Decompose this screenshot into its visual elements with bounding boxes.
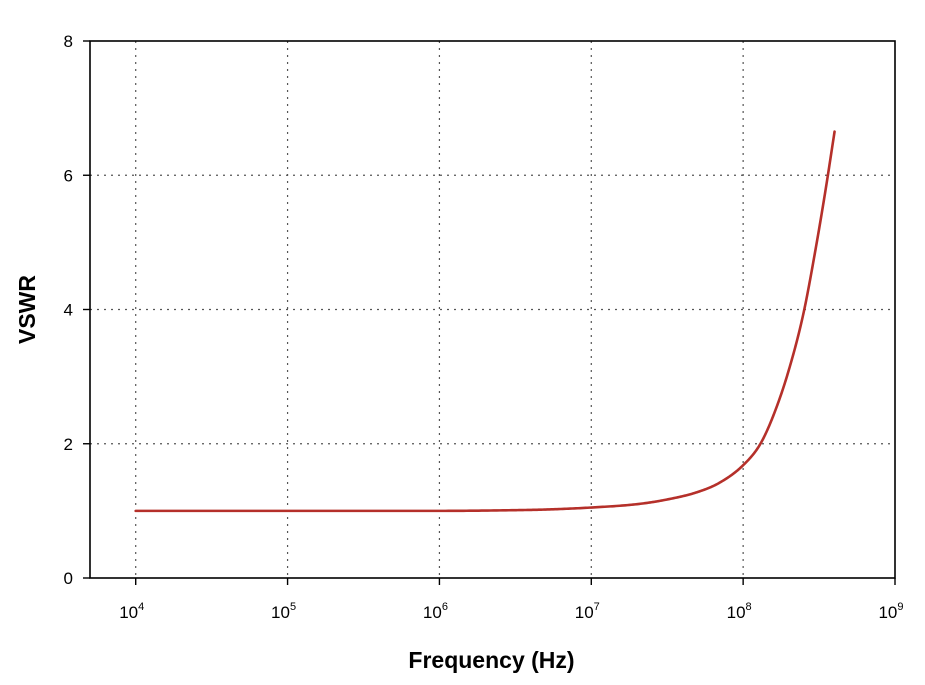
x-tick-exponent: 8 xyxy=(746,601,752,613)
x-tick-label: 106 xyxy=(423,601,448,622)
x-axis-title: Frequency (Hz) xyxy=(408,647,574,673)
vswr-series-line xyxy=(134,130,836,513)
y-tick-label: 6 xyxy=(64,166,73,185)
x-tick-base: 10 xyxy=(878,603,897,622)
y-tick-label: 8 xyxy=(64,32,73,51)
x-tick-base: 10 xyxy=(271,603,290,622)
x-tick-exponent: 5 xyxy=(290,601,296,613)
x-tick-base: 10 xyxy=(119,603,138,622)
x-tick-base: 10 xyxy=(727,603,746,622)
x-tick-exponent: 7 xyxy=(594,601,600,613)
x-tick-label: 105 xyxy=(271,601,296,622)
x-tick-label: 104 xyxy=(119,601,144,622)
series-layer xyxy=(134,130,836,513)
y-tick-label: 0 xyxy=(64,569,73,588)
y-tick-label: 4 xyxy=(64,301,73,320)
x-tick-label: 109 xyxy=(878,601,903,622)
x-tick-base: 10 xyxy=(575,603,594,622)
x-tick-label: 108 xyxy=(727,601,752,622)
x-tick-exponent: 9 xyxy=(897,601,903,613)
axis-ticks xyxy=(83,40,896,585)
y-axis-title: VSWR xyxy=(14,275,40,344)
y-tick-label: 2 xyxy=(64,435,73,454)
x-tick-exponent: 6 xyxy=(442,601,448,613)
x-tick-base: 10 xyxy=(423,603,442,622)
grid-lines xyxy=(90,41,895,578)
x-tick-exponent: 4 xyxy=(138,601,144,613)
x-tick-label: 107 xyxy=(575,601,600,622)
